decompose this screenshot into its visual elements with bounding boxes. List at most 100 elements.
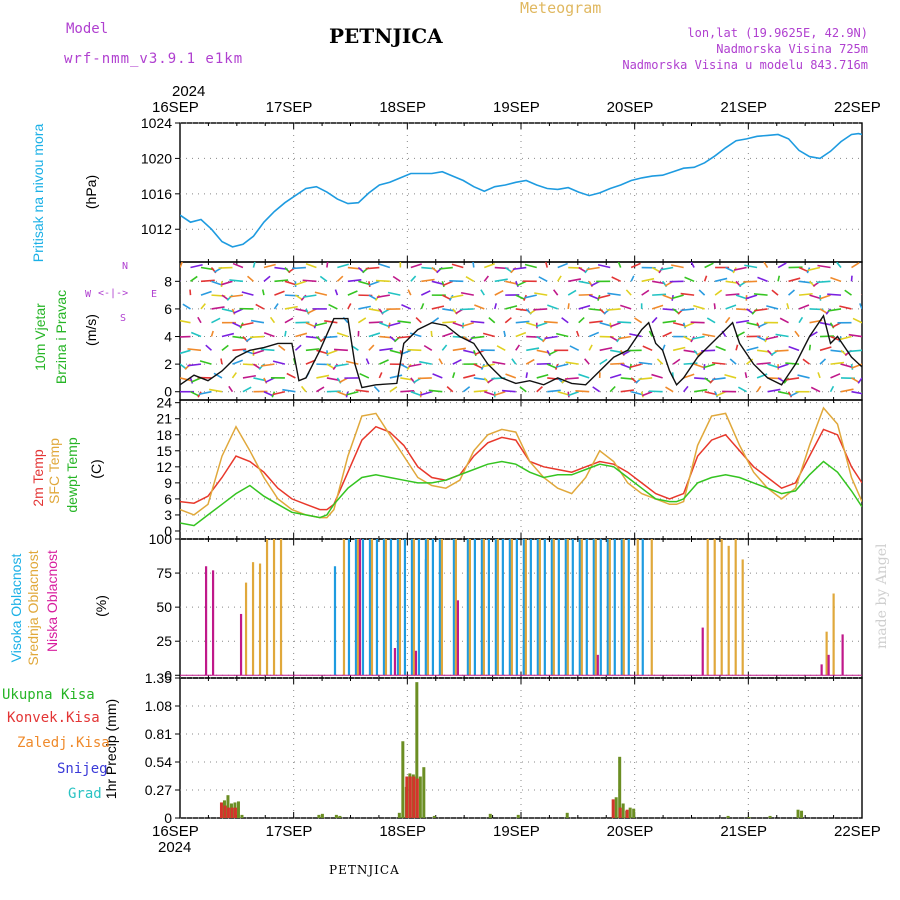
wind-arrow — [441, 281, 445, 288]
wind-arrow — [462, 321, 475, 327]
compass-n: N — [122, 261, 129, 272]
precip-total-bar — [334, 814, 338, 818]
wind-arrow — [638, 377, 653, 381]
precip-conv-bar — [415, 778, 419, 818]
wind-arrow — [378, 263, 391, 269]
wind-arrow — [662, 294, 674, 300]
temp-sfc-line — [180, 406, 862, 519]
wind-arrow — [735, 294, 748, 300]
wind-arrow — [519, 386, 527, 393]
wind-arrow — [598, 294, 611, 299]
wind-arrow — [715, 390, 726, 397]
wind-arrow — [198, 390, 212, 396]
wind-arrow — [180, 336, 181, 338]
wind-arrow — [503, 330, 507, 337]
mid-cloud-bar — [482, 539, 485, 676]
mid-cloud-bar — [272, 539, 276, 676]
wind-arrow — [470, 320, 485, 324]
wind-arrow — [446, 386, 454, 393]
precip-legend-hail: Grad — [68, 786, 102, 802]
wind-arrow — [252, 262, 256, 268]
wind-arrow — [785, 362, 800, 365]
wind-arrow — [713, 303, 716, 310]
wind-arrow — [472, 262, 475, 268]
wind-arrow — [569, 345, 580, 352]
wind-arrow — [300, 385, 307, 393]
compass-e: E — [151, 289, 158, 300]
wind-arrow — [480, 289, 485, 296]
wind-arrow — [442, 332, 454, 338]
wind-arrow — [407, 289, 412, 296]
wind-arrow — [180, 319, 191, 324]
wind-arrow — [533, 308, 548, 311]
precip-total-bar — [401, 741, 405, 818]
wind-arrow — [250, 319, 265, 324]
wind-arrow — [536, 349, 550, 354]
altitude-label: Nadmorska Visina 725m — [716, 42, 868, 56]
high-cloud-bar — [347, 539, 351, 676]
wind-arrow — [221, 332, 235, 338]
wind-arrow — [641, 289, 650, 296]
mid-cloud-bar — [566, 539, 569, 676]
wind-arrow — [756, 385, 762, 393]
high-cloud-bar — [354, 539, 358, 676]
wind-arrow — [756, 335, 767, 342]
precip-total-bar — [240, 814, 244, 818]
wind-arrow — [638, 361, 653, 365]
high-cloud-bar — [396, 539, 400, 676]
wind-arrow — [473, 389, 488, 393]
y-tick-label: 1.08 — [145, 698, 172, 714]
wind-arrow — [660, 266, 674, 271]
wind-arrow — [588, 344, 593, 351]
wind-arrow — [233, 308, 244, 314]
wind-arrow — [665, 386, 674, 393]
wind-arrow — [303, 294, 317, 298]
wind-arrow — [357, 317, 367, 324]
top-day-16sep: 16SEP — [152, 99, 199, 116]
wind-arrow — [698, 289, 706, 296]
wind-arrow — [753, 293, 768, 296]
wind-arrow — [662, 331, 672, 338]
wind-arrow — [693, 304, 705, 310]
wind-arrow — [400, 390, 415, 393]
wind-arrow — [241, 291, 254, 296]
precip-total-bar — [726, 815, 730, 818]
precip-total-bar — [422, 767, 426, 818]
wind-arrow — [379, 321, 390, 328]
low-cloud-bar — [239, 613, 243, 676]
wind-arrow — [575, 390, 590, 393]
wind-arrow — [578, 280, 592, 285]
wind-arrow — [672, 321, 686, 327]
wind-arrow — [819, 321, 833, 326]
wind-arrow — [470, 335, 485, 339]
precip-total-bar — [621, 803, 625, 818]
wind-arrow — [819, 358, 827, 365]
wind-arrow — [725, 266, 735, 273]
wind-arrow — [526, 321, 538, 327]
temp-dewpt-line — [180, 460, 862, 527]
wind-arrow — [397, 335, 411, 339]
mid-cloud-bar — [580, 539, 583, 676]
wind-arrow — [272, 360, 286, 365]
high-cloud-bar — [403, 539, 407, 676]
wind-arrow — [274, 279, 289, 283]
wind-arrow — [746, 358, 754, 365]
wind-arrow — [629, 363, 642, 369]
wind-arrow — [314, 291, 328, 296]
wind-arrow — [292, 266, 306, 270]
mid-cloud-bar — [734, 539, 737, 676]
high-cloud-bar — [564, 539, 567, 676]
wind-arrow — [779, 317, 789, 324]
wind-arrow — [358, 305, 372, 310]
wind-arrow — [419, 360, 432, 365]
wind-arrow — [557, 275, 562, 282]
mid-cloud-bar — [524, 539, 527, 676]
wind-arrow — [284, 305, 298, 310]
wind-arrow — [269, 316, 276, 324]
wind-arrow — [620, 304, 632, 310]
wind-arrow — [302, 279, 317, 283]
wind-arrow — [368, 280, 380, 286]
panel-frame — [179, 677, 863, 819]
y-tick-label: 8 — [164, 273, 172, 289]
